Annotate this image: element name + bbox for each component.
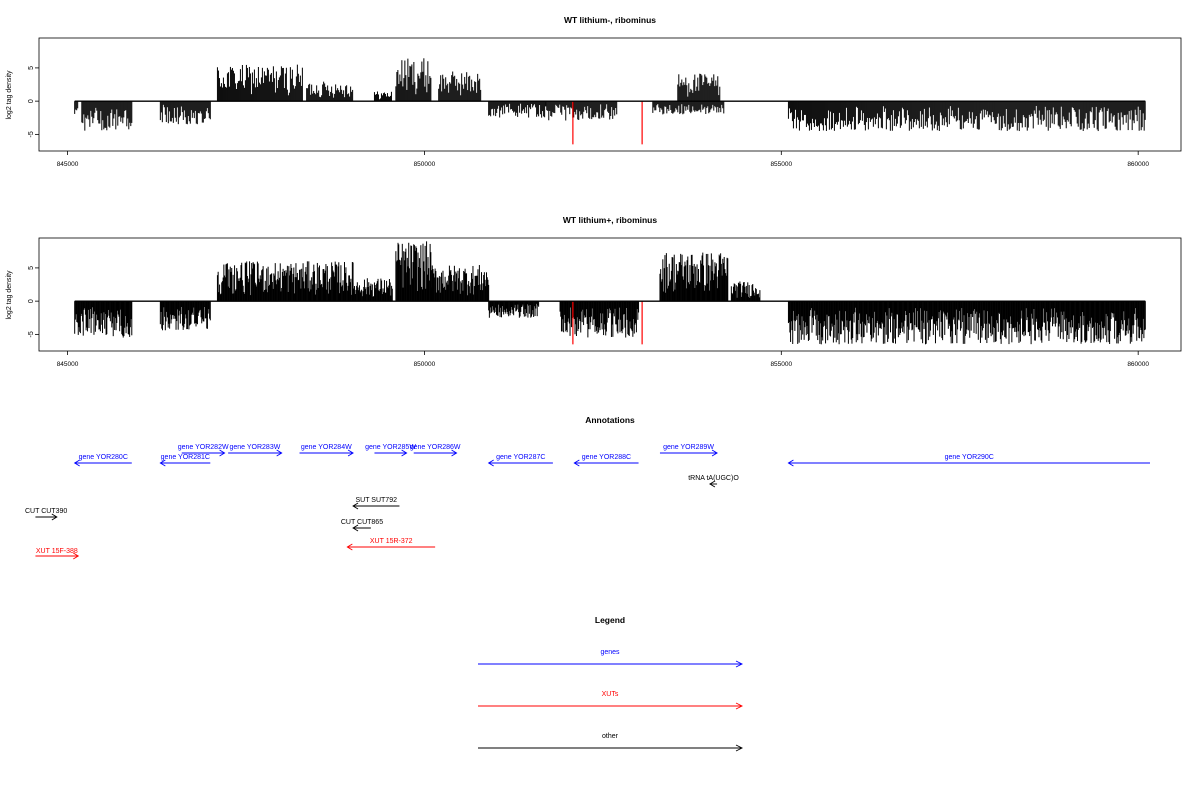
- feature-arrowhead: [346, 543, 353, 551]
- legend-arrowhead: [735, 702, 744, 710]
- y-tick-label: -5: [28, 331, 35, 337]
- chart-wt-lithium-minus: WT lithium-, ribominus log2 tag density …: [6, 15, 1182, 168]
- y-tick-label: 5: [28, 266, 35, 270]
- feature-arrowhead: [73, 552, 80, 560]
- feature-label: gene YOR282W: [178, 444, 229, 451]
- feature-arrowhead: [573, 459, 580, 467]
- legend: Legend genes XUTs other: [478, 615, 744, 752]
- feature-arrowhead: [401, 449, 408, 457]
- density-bars: [74, 58, 1146, 145]
- feature-arrowhead: [352, 524, 359, 532]
- density-bars: [74, 241, 1146, 345]
- legend-arrowhead: [735, 744, 744, 752]
- legend-arrowhead: [735, 660, 744, 668]
- feature-label: gene YOR288C: [582, 454, 631, 461]
- feature-arrowhead: [159, 459, 166, 467]
- legend-label-xuts: XUTs: [602, 691, 619, 698]
- feature-label: tRNA tA(UGC)O: [688, 475, 739, 482]
- feature-label: gene YOR287C: [496, 454, 545, 461]
- axis-ticks: -5 0 5 845000 850000 855000 860000: [28, 266, 1149, 368]
- x-tick-label: 850000: [414, 161, 436, 168]
- x-tick-label: 845000: [57, 161, 79, 168]
- y-axis-label: log2 tag density: [6, 70, 13, 120]
- y-tick-label: 0: [28, 99, 35, 103]
- annotations-title: Annotations: [585, 415, 635, 425]
- feature-label: gene YOR280C: [79, 454, 128, 461]
- y-axis-label: log2 tag density: [6, 270, 13, 320]
- feature-label: gene YOR283W: [229, 444, 280, 451]
- feature-arrowhead: [709, 480, 716, 488]
- x-tick-label: 855000: [770, 361, 792, 368]
- x-tick-label: 860000: [1127, 361, 1149, 368]
- chart-wt-lithium-plus: WT lithium+, ribominus log2 tag density …: [6, 215, 1182, 368]
- y-tick-label: -5: [28, 131, 35, 137]
- feature-label: SUT SUT792: [355, 497, 397, 504]
- x-tick-label: 855000: [770, 161, 792, 168]
- x-tick-label: 845000: [57, 361, 79, 368]
- feature-label: XUT 15F-388: [36, 548, 78, 555]
- y-tick-label: 5: [28, 66, 35, 70]
- annotations-track: Annotations gene YOR280C gene YOR281C gene…: [25, 415, 1150, 560]
- feature-arrowhead: [276, 449, 283, 457]
- y-tick-label: 0: [28, 299, 35, 303]
- feature-label: gene YOR289W: [663, 444, 714, 451]
- feature-label: gene YOR285W: [365, 444, 416, 451]
- feature-label: gene YOR281C: [161, 454, 210, 461]
- legend-items: genes XUTs other: [478, 649, 744, 752]
- legend-title: Legend: [595, 615, 625, 625]
- feature-arrowhead: [51, 513, 58, 521]
- feature-label: gene YOR284W: [301, 444, 352, 451]
- legend-label-genes: genes: [600, 649, 620, 656]
- feature-arrowhead: [787, 459, 794, 467]
- plot-frame: [38, 237, 1182, 352]
- chart-title: WT lithium-, ribominus: [564, 15, 656, 25]
- legend-label-other: other: [602, 733, 619, 740]
- feature-arrowhead: [352, 502, 359, 510]
- feature-label: XUT 15R-372: [370, 538, 413, 545]
- feature-arrowhead: [347, 449, 354, 457]
- axis-ticks: -5 0 5 845000 850000 855000 860000: [28, 66, 1149, 168]
- feature-label: gene YOR286W: [410, 444, 461, 451]
- feature-arrowhead: [219, 449, 226, 457]
- feature-label: CUT CUT865: [341, 519, 383, 526]
- feature-arrowhead: [487, 459, 494, 467]
- feature-label: gene YOR290C: [945, 454, 994, 461]
- x-tick-label: 860000: [1127, 161, 1149, 168]
- plot-frame: [38, 37, 1182, 152]
- chart-title: WT lithium+, ribominus: [563, 215, 657, 225]
- feature-label: CUT CUT390: [25, 508, 67, 515]
- feature-arrowhead: [711, 449, 718, 457]
- feature-arrowhead: [451, 449, 458, 457]
- x-tick-label: 850000: [414, 361, 436, 368]
- feature-arrowhead: [73, 459, 80, 467]
